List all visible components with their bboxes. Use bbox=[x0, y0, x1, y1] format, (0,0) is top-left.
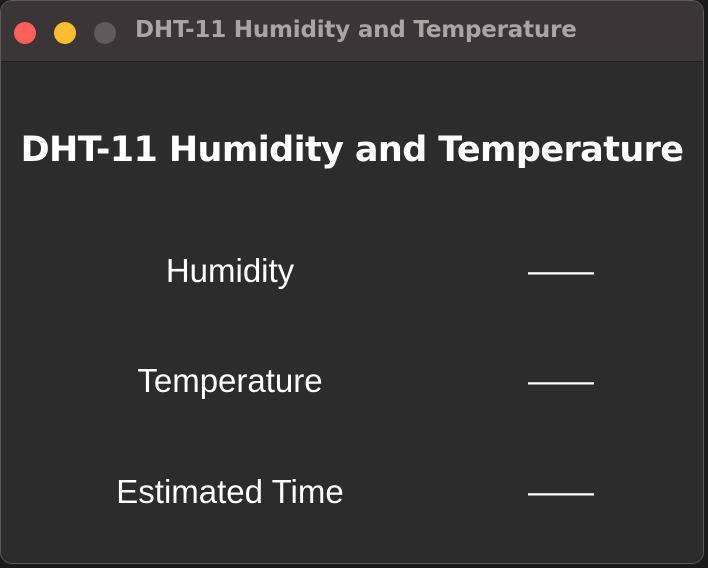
window-title: DHT-11 Humidity and Temperature bbox=[135, 17, 577, 43]
estimated-time-value: —— bbox=[528, 473, 594, 510]
close-window-button[interactable] bbox=[14, 22, 36, 44]
temperature-value: —— bbox=[528, 362, 594, 399]
temperature-label: Temperature bbox=[137, 362, 323, 399]
page-title: DHT-11 Humidity and Temperature bbox=[20, 130, 684, 170]
minimize-window-button[interactable] bbox=[54, 22, 76, 44]
humidity-value: —— bbox=[528, 252, 594, 289]
maximize-window-button[interactable] bbox=[94, 22, 116, 44]
estimated-time-label: Estimated Time bbox=[116, 473, 344, 510]
humidity-label: Humidity bbox=[165, 252, 295, 289]
main-content: DHT-11 Humidity and Temperature Humidity… bbox=[1, 62, 703, 563]
title-bar[interactable]: DHT-11 Humidity and Temperature bbox=[1, 1, 703, 62]
